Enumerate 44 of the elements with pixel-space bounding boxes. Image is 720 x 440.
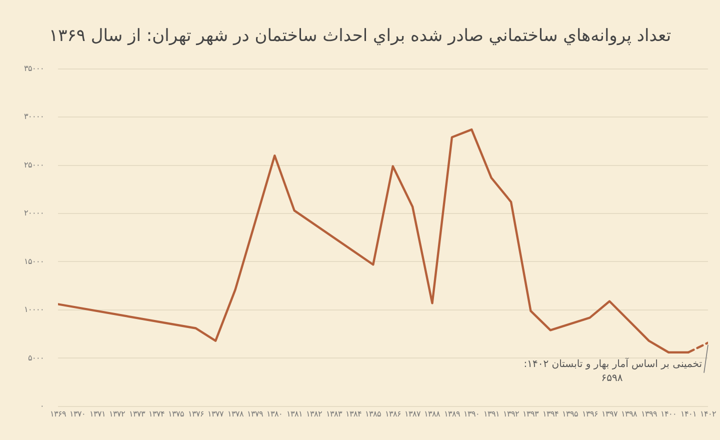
y-tick-label: ۲۵۰۰۰ xyxy=(24,160,44,170)
x-tick-label: ۱۳۸۲ xyxy=(306,409,322,418)
y-tick-label: ۱۰۰۰۰ xyxy=(24,305,44,314)
x-tick-label: ۱۴۰۱ xyxy=(680,409,696,418)
x-tick-label: ۱۳۷۹ xyxy=(246,409,263,418)
x-tick-label: ۱۳۸۶ xyxy=(384,409,401,418)
x-tick-label: ۱۳۷۵ xyxy=(168,409,184,418)
x-tick-label: ۱۳۹۲ xyxy=(503,409,520,418)
x-tick-label: ۱۳۸۹ xyxy=(444,409,460,418)
x-tick-label: ۱۳۹۱ xyxy=(483,409,500,418)
x-tick-label: ۱۳۷۸ xyxy=(227,409,244,418)
x-tick-label: ۱۳۹۵ xyxy=(562,409,578,418)
x-tick-label: ۱۳۷۲ xyxy=(109,409,126,418)
x-tick-label: ۱۳۸۷ xyxy=(404,409,422,418)
x-tick-label: ۱۳۶۹ xyxy=(50,409,66,418)
x-tick-label: ۱۳۷۴ xyxy=(148,409,164,418)
x-tick-label: ۱۳۹۷ xyxy=(602,409,619,418)
y-tick-label: ۳۵۰۰۰ xyxy=(24,64,44,74)
x-tick-label: ۱۳۷۳ xyxy=(128,409,146,418)
x-tick-label: ۱۳۷۱ xyxy=(89,409,106,418)
x-tick-label: ۱۳۹۶ xyxy=(582,409,598,418)
x-tick-label: ۱۳۹۸ xyxy=(621,409,638,418)
x-tick-label: ۱۳۷۶ xyxy=(188,409,204,418)
x-tick-label: ۱۳۹۹ xyxy=(640,409,657,418)
y-tick-label: ۲۰۰۰۰ xyxy=(24,208,44,218)
x-tick-label: ۱۴۰۲ xyxy=(700,409,716,418)
x-tick-label: ۱۴۰۰ xyxy=(660,409,677,418)
x-tick-label: ۱۳۸۳ xyxy=(326,409,343,418)
y-tick-label: ۳۰۰۰۰ xyxy=(24,112,44,122)
x-tick-label: ۱۳۸۰ xyxy=(266,409,283,418)
x-tick-label: ۱۳۸۸ xyxy=(424,409,442,418)
x-tick-label: ۱۳۸۴ xyxy=(345,409,362,418)
x-tick-label: ۱۳۹۰ xyxy=(464,409,480,418)
y-tick-label: ۱۵۰۰۰ xyxy=(24,256,44,266)
x-tick-label: ۱۳۸۵ xyxy=(365,409,382,418)
x-tick-label: ۱۳۷۰ xyxy=(70,409,86,418)
y-tick-label: ۵۰۰۰ xyxy=(28,353,44,362)
x-tick-label: ۱۳۹۴ xyxy=(542,409,558,418)
x-tick-label: ۱۳۹۳ xyxy=(522,409,540,418)
x-tick-label: ۱۳۸۱ xyxy=(286,409,302,418)
annotation: تخمینی بر اساس آمار بهار و تابستان ۱۴۰۲: ۶۵۹۸ xyxy=(524,356,702,384)
chart-title: تعداد پروانه‌هاي ساختماني صادر شده براي احداث ساختمان در شهر تهران: از سال ۱۳۶۹ xyxy=(48,26,672,46)
x-tick-label: ۱۳۷۷ xyxy=(208,409,225,418)
y-tick-label: ۰ xyxy=(40,402,44,411)
